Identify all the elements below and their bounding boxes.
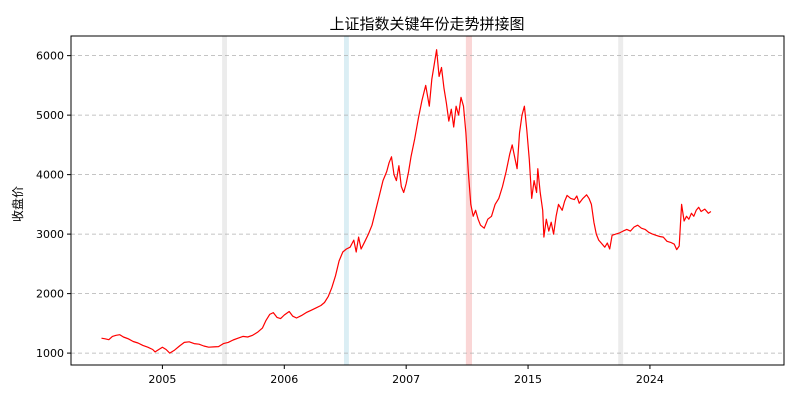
highlight-band-4 <box>618 36 624 365</box>
series-line-1 <box>101 49 712 354</box>
y-tick-label: 4000 <box>36 169 64 182</box>
x-tick-label: 2007 <box>392 373 420 386</box>
y-tick-label: 5000 <box>36 109 64 122</box>
x-tick-label: 2006 <box>270 373 298 386</box>
highlight-band-1 <box>222 36 228 365</box>
y-tick-label: 2000 <box>36 288 64 301</box>
highlight-band-2 <box>344 36 349 365</box>
x-tick-label: 2015 <box>514 373 542 386</box>
y-ticks: 1000 2000 3000 4000 5000 6000 <box>36 50 71 360</box>
x-tick-label: 2024 <box>636 373 664 386</box>
plot-frame <box>70 35 785 366</box>
y-axis-label: 收盘价 <box>10 186 25 222</box>
y-tick-label: 1000 <box>36 347 64 360</box>
x-tick-label: 2005 <box>148 373 176 386</box>
y-tick-label: 3000 <box>36 228 64 241</box>
highlight-band-3 <box>465 36 472 365</box>
chart-title: 上证指数关键年份走势拼接图 <box>329 15 524 33</box>
x-ticks: 2005 2006 2007 2015 2024 <box>148 365 664 386</box>
y-grid <box>71 55 784 354</box>
highlight-bands <box>222 36 624 365</box>
series-layer <box>101 49 712 354</box>
y-tick-label: 6000 <box>36 50 64 63</box>
